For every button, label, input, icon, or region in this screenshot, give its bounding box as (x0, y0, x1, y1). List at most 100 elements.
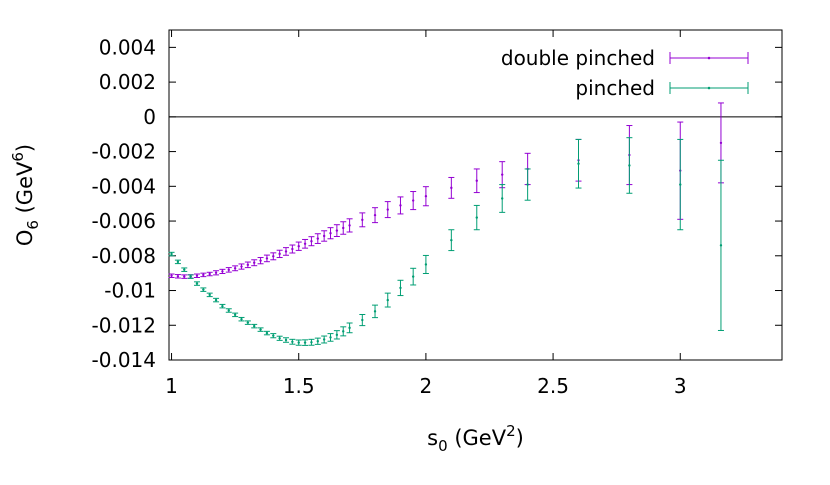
data-point (399, 204, 402, 207)
label-text: s (427, 426, 438, 450)
label-subscript: 0 (438, 437, 448, 455)
data-point (278, 252, 281, 256)
data-point (189, 275, 192, 278)
data-point (246, 263, 250, 267)
data-point (240, 265, 243, 268)
data-point (272, 255, 275, 258)
data-point (233, 313, 237, 317)
data-point (628, 164, 631, 167)
data-point (221, 270, 224, 273)
data-point (310, 240, 313, 243)
label-superscript: 6 (9, 152, 27, 162)
data-point (526, 183, 529, 186)
data-point (475, 216, 478, 219)
data-point (399, 286, 402, 290)
legend-marker (707, 56, 711, 60)
data-point (284, 338, 288, 342)
x-tick-label: 1.5 (283, 374, 315, 398)
data-point (170, 252, 173, 256)
data-point (202, 288, 205, 291)
data-point (361, 318, 364, 322)
data-point (577, 162, 580, 165)
data-point (335, 229, 339, 232)
data-point (291, 340, 294, 343)
data-point (265, 257, 269, 260)
x-tick-label: 2.5 (537, 374, 569, 398)
data-point (183, 268, 186, 271)
data-point (272, 334, 275, 337)
y-tick-label: 0.002 (99, 70, 156, 94)
label-subscript: 6 (24, 220, 42, 230)
y-tick-label: 0 (143, 105, 156, 129)
data-point (450, 238, 453, 242)
data-point (386, 208, 389, 211)
data-point (361, 218, 364, 222)
label-text: ) (13, 144, 37, 152)
label-text: (GeV (448, 426, 507, 450)
data-point (265, 331, 269, 335)
data-point (316, 340, 319, 343)
data-point (208, 293, 211, 297)
data-point (386, 298, 389, 302)
data-point (316, 237, 319, 240)
data-point (297, 341, 300, 344)
data-point (246, 321, 250, 324)
y-axis-label: O6 (GeV6) (9, 144, 42, 246)
data-point (411, 199, 415, 202)
data-point (348, 326, 351, 330)
data-point (501, 197, 504, 200)
y-tick-label: -0.008 (92, 244, 156, 268)
series-pinched (168, 137, 724, 346)
y-tick-label: -0.002 (92, 140, 156, 164)
label-superscript: 2 (506, 422, 516, 440)
label-text: O (13, 230, 37, 247)
y-tick-label: -0.01 (104, 279, 156, 303)
data-point (450, 186, 453, 190)
y-tick-label: -0.012 (92, 313, 156, 337)
y-axis-ticks: 0.004 0.002 0 -0.002 -0.004 -0.006 -0.008 -0.01… (92, 35, 782, 372)
data-point (501, 173, 504, 176)
x-tick-label: 3 (674, 374, 687, 398)
legend-label: pinched (575, 76, 655, 100)
y-tick-label: -0.004 (92, 174, 156, 198)
data-point (329, 232, 332, 235)
data-point (208, 272, 211, 276)
data-point (240, 317, 243, 321)
data-point (475, 179, 478, 182)
data-point (373, 310, 377, 313)
data-point (348, 224, 351, 227)
x-tick-label: 2 (420, 374, 433, 398)
data-point (329, 336, 332, 339)
data-point (214, 298, 218, 302)
data-point (303, 341, 307, 344)
data-point (342, 226, 345, 230)
legend-marker (707, 86, 711, 90)
data-point (335, 333, 339, 337)
x-tick-label: 1 (165, 374, 178, 398)
data-point (259, 259, 262, 262)
series-double-pinched (168, 102, 724, 279)
data-point (719, 244, 723, 247)
data-point (253, 324, 256, 328)
data-point (202, 273, 205, 277)
data-point (176, 260, 180, 264)
data-point (679, 183, 682, 186)
data-point (310, 341, 313, 344)
data-point (233, 267, 237, 270)
data-point (373, 213, 377, 217)
y-tick-label: -0.014 (92, 348, 156, 372)
data-point (303, 242, 307, 246)
data-point (322, 234, 326, 238)
label-text: (GeV (13, 161, 37, 220)
label-text: ) (516, 426, 524, 450)
data-point (227, 268, 230, 272)
data-point (195, 282, 199, 285)
data-point (284, 250, 288, 253)
data-point (424, 263, 428, 266)
data-point (322, 338, 326, 341)
data-point (176, 275, 180, 278)
data-point (183, 275, 186, 278)
data-point (170, 274, 173, 277)
data-point (221, 304, 224, 308)
